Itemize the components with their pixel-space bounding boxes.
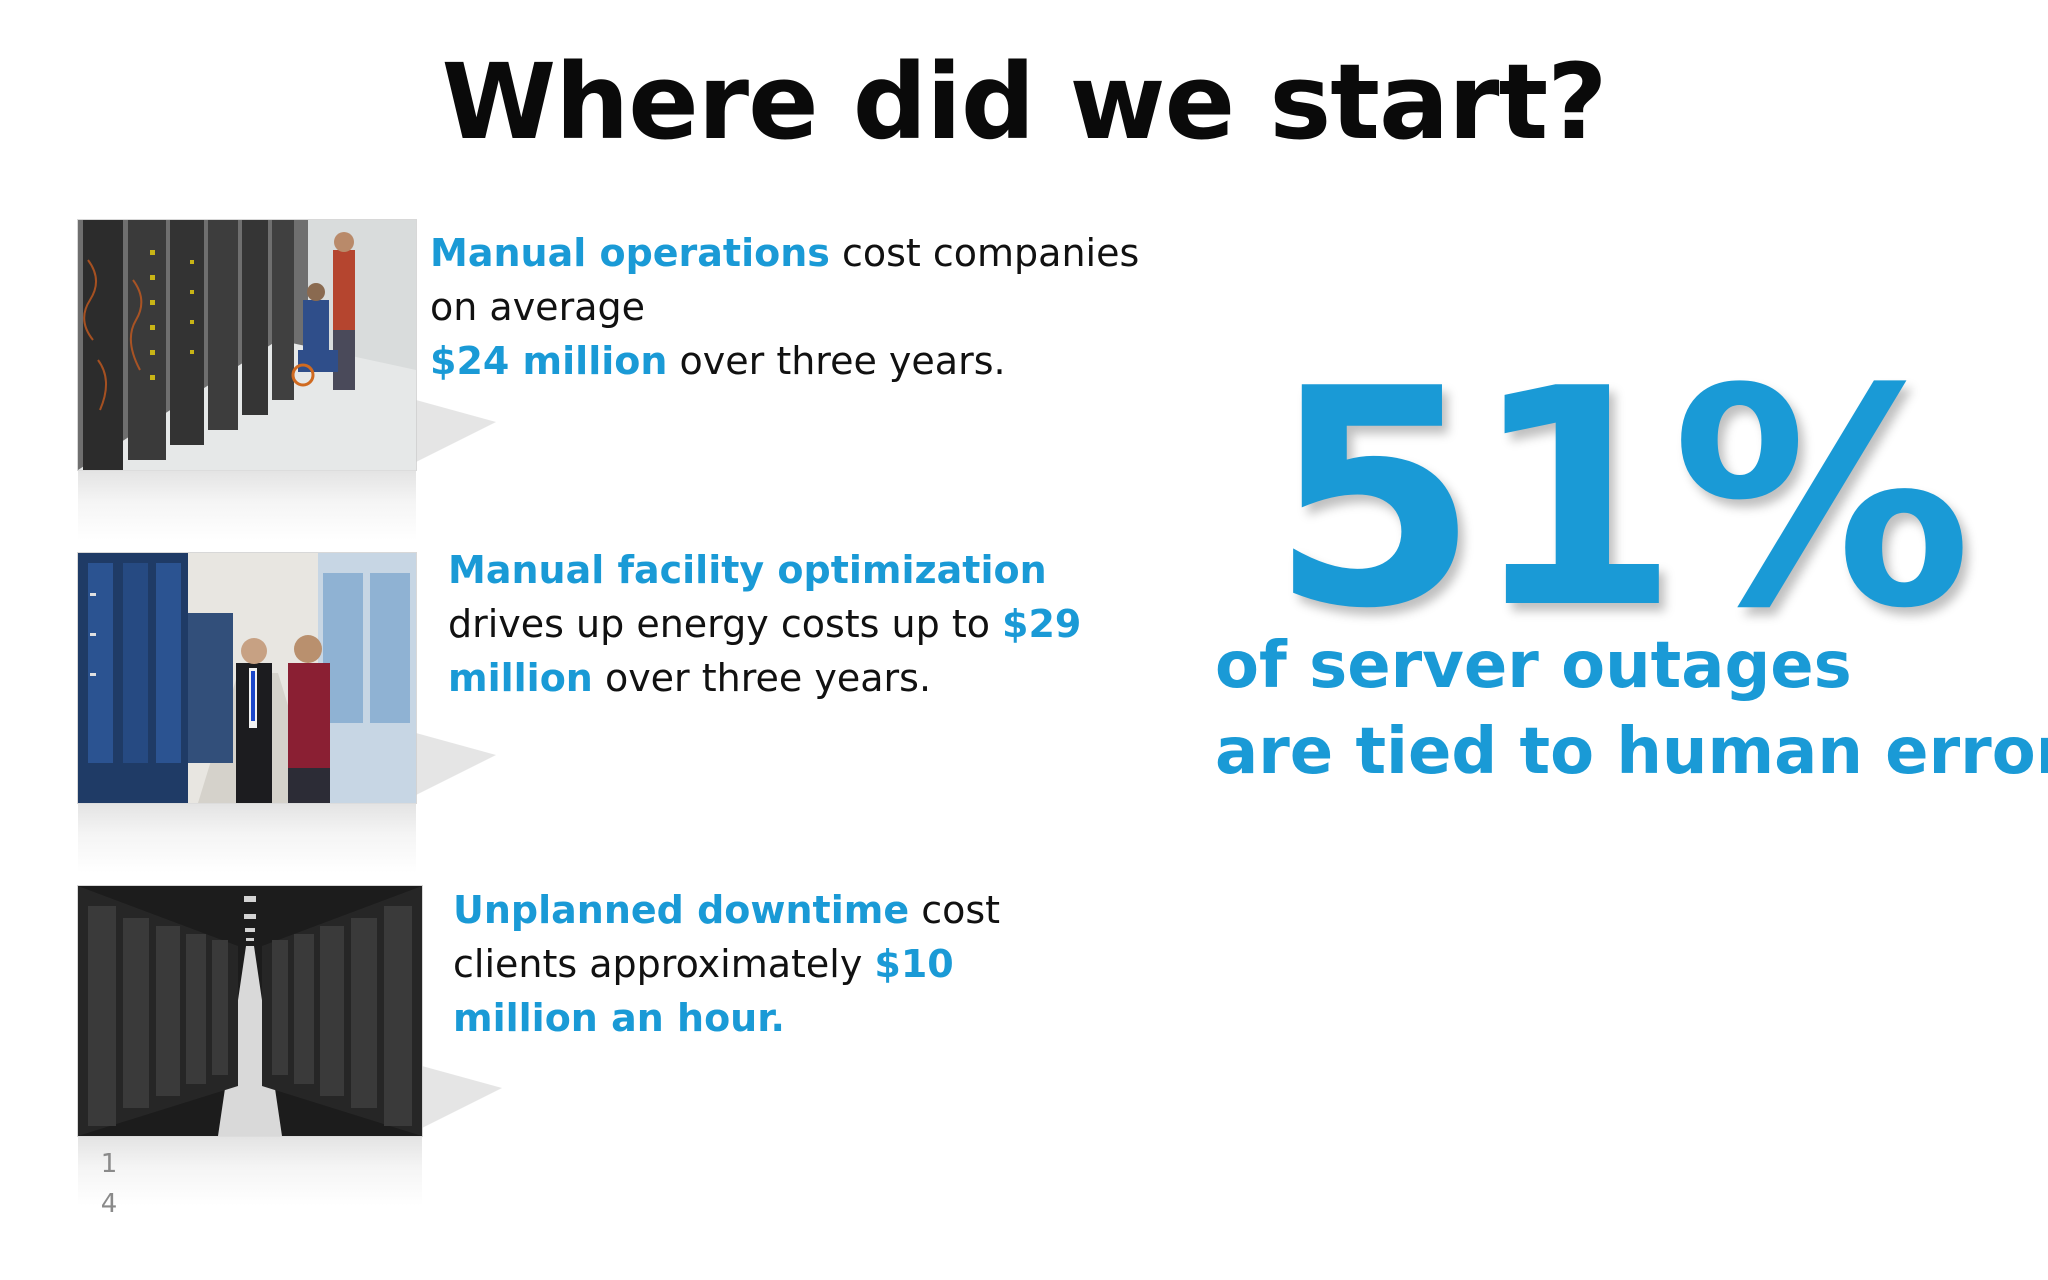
item-3-highlight: Unplanned downtime [453, 888, 910, 932]
server-hall-photo [78, 553, 416, 803]
item-1-highlight: Manual operations [430, 231, 830, 275]
item-3-amount: $10 [874, 942, 954, 986]
datacenter-aisle-photo [78, 886, 422, 1136]
item-2-text-b: over three years. [592, 656, 932, 700]
item-2-text-a: drives up energy costs up to [448, 602, 1003, 646]
photo-datacenter-aisle [78, 886, 502, 1206]
server-room-photo [78, 220, 416, 470]
slide-title: Where did we start? [441, 41, 1607, 163]
item-1-text-a: cost companies [829, 231, 1140, 275]
page-number: 1 4 [99, 1144, 119, 1224]
item-3-text: Unplanned downtime cost clients approxim… [453, 883, 1000, 1045]
item-3-text-a: cost [909, 888, 1001, 932]
item-2-highlight: Manual facility optimization [448, 548, 1047, 592]
photo-server-room-engineers [78, 220, 496, 540]
item-1-text-c: over three years. [667, 339, 1006, 383]
item-2-amount: $29 [1002, 602, 1082, 646]
server-room-illustration [78, 220, 416, 470]
photo-reflection [78, 470, 416, 540]
photo-two-men-servers [78, 553, 496, 873]
photo-reflection [78, 1136, 422, 1206]
item-2-amount-unit: million [448, 656, 593, 700]
item-3-amount-unit: million an hour. [453, 996, 785, 1040]
item-1-amount: $24 million [430, 339, 668, 383]
item-1-text: Manual operations cost companies on aver… [430, 226, 1139, 388]
page-number-digit-1: 1 [100, 1149, 118, 1179]
page-number-digit-2: 4 [100, 1189, 118, 1219]
item-2-text: Manual facility optimization drives up e… [448, 543, 1081, 705]
stat-percentage: 51% [1270, 325, 1972, 674]
item-3-text-b: clients approximately [453, 942, 875, 986]
datacenter-aisle-illustration [78, 886, 422, 1136]
photo-reflection [78, 803, 416, 873]
photo-drop-shadow [422, 1066, 502, 1128]
item-1-text-b: on average [430, 285, 645, 329]
photo-drop-shadow [416, 733, 496, 795]
stat-line-2: are tied to human error [1215, 715, 2048, 789]
stat-line-1: of server outages [1215, 629, 1852, 703]
photo-drop-shadow [416, 400, 496, 462]
server-hall-illustration [78, 553, 416, 803]
